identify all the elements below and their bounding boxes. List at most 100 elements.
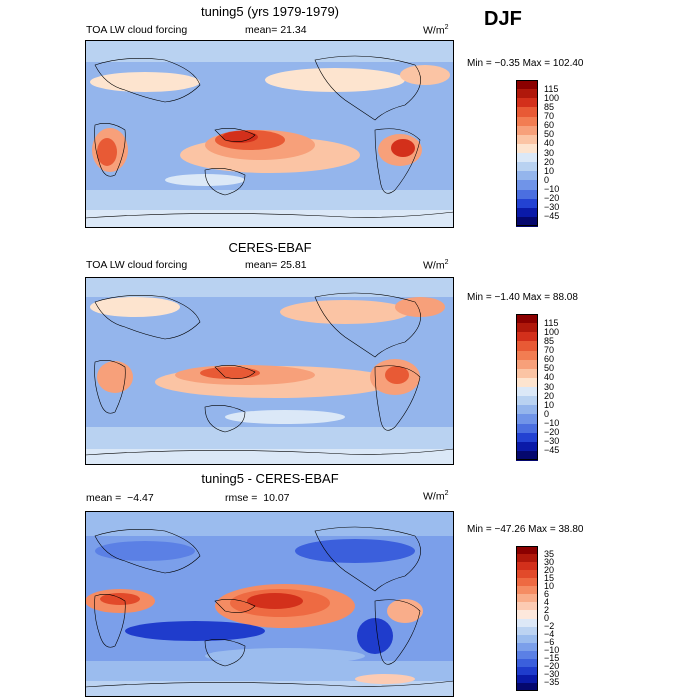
colorbar-tick-label: 60 — [544, 354, 555, 365]
colorbar-swatch — [516, 332, 538, 342]
panel-1-minmax: Min = −0.35 Max = 102.40 — [467, 58, 584, 69]
colorbar-tick-label: 30 — [544, 147, 555, 158]
colorbar-swatch — [516, 554, 538, 563]
colorbar-swatch — [516, 666, 538, 676]
colorbar-swatch — [516, 642, 538, 652]
colorbar-tick-label: 10 — [544, 399, 555, 410]
colorbar-tick-label: 35 — [544, 548, 555, 559]
colorbar-tick-label: −2 — [544, 621, 555, 632]
panel-1-units: W/m2 — [423, 24, 449, 37]
panel-3-units: W/m2 — [423, 490, 449, 503]
colorbar-swatch — [516, 450, 538, 461]
colorbar-swatch — [516, 116, 538, 127]
colorbar-tick-label: 20 — [544, 156, 555, 167]
colorbar-swatch — [516, 570, 538, 579]
colorbar-swatch — [516, 323, 538, 333]
colorbar-tick-label: 0 — [544, 174, 550, 185]
colorbar-tick-label: −35 — [544, 677, 560, 688]
colorbar-swatch — [516, 396, 538, 406]
panel-2-minmax: Min = −1.40 Max = 88.08 — [467, 292, 578, 303]
colorbar-swatch — [516, 674, 538, 684]
colorbar-swatch — [516, 618, 538, 628]
colorbar-swatch — [516, 153, 538, 163]
colorbar-tick-label: 40 — [544, 372, 555, 383]
colorbar-tick-label: 40 — [544, 138, 555, 149]
colorbar-swatch — [516, 432, 538, 443]
colorbar-swatch — [516, 134, 538, 145]
colorbar-tick-label: 10 — [544, 580, 555, 591]
colorbar-swatch — [516, 414, 538, 424]
colorbar-swatch — [516, 634, 538, 644]
colorbar-tick-label: −10 — [544, 184, 560, 194]
colorbar-swatch — [516, 368, 538, 379]
panel-2-map — [85, 277, 454, 465]
colorbar-swatch — [516, 377, 538, 388]
colorbar-tick-label: 0 — [544, 613, 550, 623]
colorbar-tick-label: 30 — [544, 381, 555, 392]
panel-3-minmax: Min = −47.26 Max = 38.80 — [467, 524, 584, 535]
colorbar-frame — [516, 314, 538, 460]
colorbar-tick-label: −15 — [544, 653, 560, 664]
colorbar-swatch — [516, 216, 538, 227]
colorbar-tick-label: 10 — [544, 165, 555, 176]
colorbar-tick-label: −20 — [544, 661, 560, 672]
colorbar-swatch — [516, 198, 538, 209]
colorbar-swatch — [516, 171, 538, 181]
panel-3-mean-label: mean = −4.47 — [86, 492, 154, 504]
colorbar-tick-label: 115 — [544, 317, 559, 328]
colorbar-tick-label: 100 — [544, 92, 560, 103]
panel-1-mean-value: 21.34 — [280, 24, 307, 36]
colorbar-swatch — [516, 80, 538, 90]
colorbar-tick-label: 30 — [544, 556, 555, 567]
colorbar-swatch — [516, 98, 538, 108]
colorbar-swatch — [516, 207, 538, 218]
colorbar-swatch — [516, 594, 538, 603]
colorbar-tick-label: −30 — [544, 436, 560, 447]
colorbar-swatch — [516, 107, 538, 117]
colorbar-tick-label: 20 — [544, 564, 555, 575]
colorbar-swatch — [516, 359, 538, 370]
colorbar-swatch — [516, 578, 538, 587]
panel-2-mean-label: mean= 25.81 — [245, 259, 307, 271]
colorbar-tick-label: 20 — [544, 390, 555, 401]
colorbar-tick-label: −6 — [544, 637, 555, 648]
colorbar-swatch — [516, 610, 538, 619]
panel-2-field-label: TOA LW cloud forcing — [86, 259, 188, 271]
colorbar-tick-label: −4 — [544, 629, 555, 640]
colorbar-tick-label: 50 — [544, 129, 555, 140]
colorbar-swatch — [516, 125, 538, 136]
panel-2-units: W/m2 — [423, 259, 449, 272]
colorbar-swatch — [516, 682, 538, 692]
panel-3-rmse-value: 10.07 — [263, 492, 290, 504]
colorbar-swatch — [516, 89, 538, 99]
colorbar-tick-label: 4 — [544, 596, 550, 607]
colorbar-frame — [516, 546, 538, 691]
colorbar-swatch — [516, 562, 538, 571]
colorbar-swatch — [516, 350, 538, 361]
colorbar-tick-label: 6 — [544, 588, 550, 599]
colorbar-swatch — [516, 650, 538, 660]
panel-1-title: tuning5 (yrs 1979-1979) — [200, 4, 340, 19]
colorbar-tick-label: 15 — [544, 572, 555, 583]
colorbar-tick-label: 85 — [544, 335, 555, 346]
colorbar-tick-label: 50 — [544, 363, 555, 374]
colorbar-frame — [516, 80, 538, 226]
colorbar-tick-label: −10 — [544, 645, 560, 656]
colorbar-swatch — [516, 314, 538, 324]
colorbar-swatch — [516, 180, 538, 190]
season-label: DJF — [484, 8, 522, 30]
panel-1-field-label: TOA LW cloud forcing — [86, 24, 188, 36]
colorbar-tick-label: −45 — [544, 211, 560, 222]
colorbar-swatch — [516, 143, 538, 154]
colorbar-swatch — [516, 405, 538, 415]
panel-1-mean-label: mean= 21.34 — [245, 24, 307, 36]
panel-3-title: tuning5 - CERES-EBAF — [201, 471, 339, 486]
panel-1-map — [85, 40, 454, 228]
colorbar-swatch — [516, 626, 538, 636]
colorbar-swatch — [516, 546, 538, 555]
colorbar-tick-label: 115 — [544, 83, 559, 94]
panel-3-rmse-label: rmse = 10.07 — [225, 492, 290, 504]
colorbar-swatch — [516, 341, 538, 351]
colorbar-tick-label: 100 — [544, 326, 560, 337]
colorbar-tick-label: 60 — [544, 120, 555, 131]
